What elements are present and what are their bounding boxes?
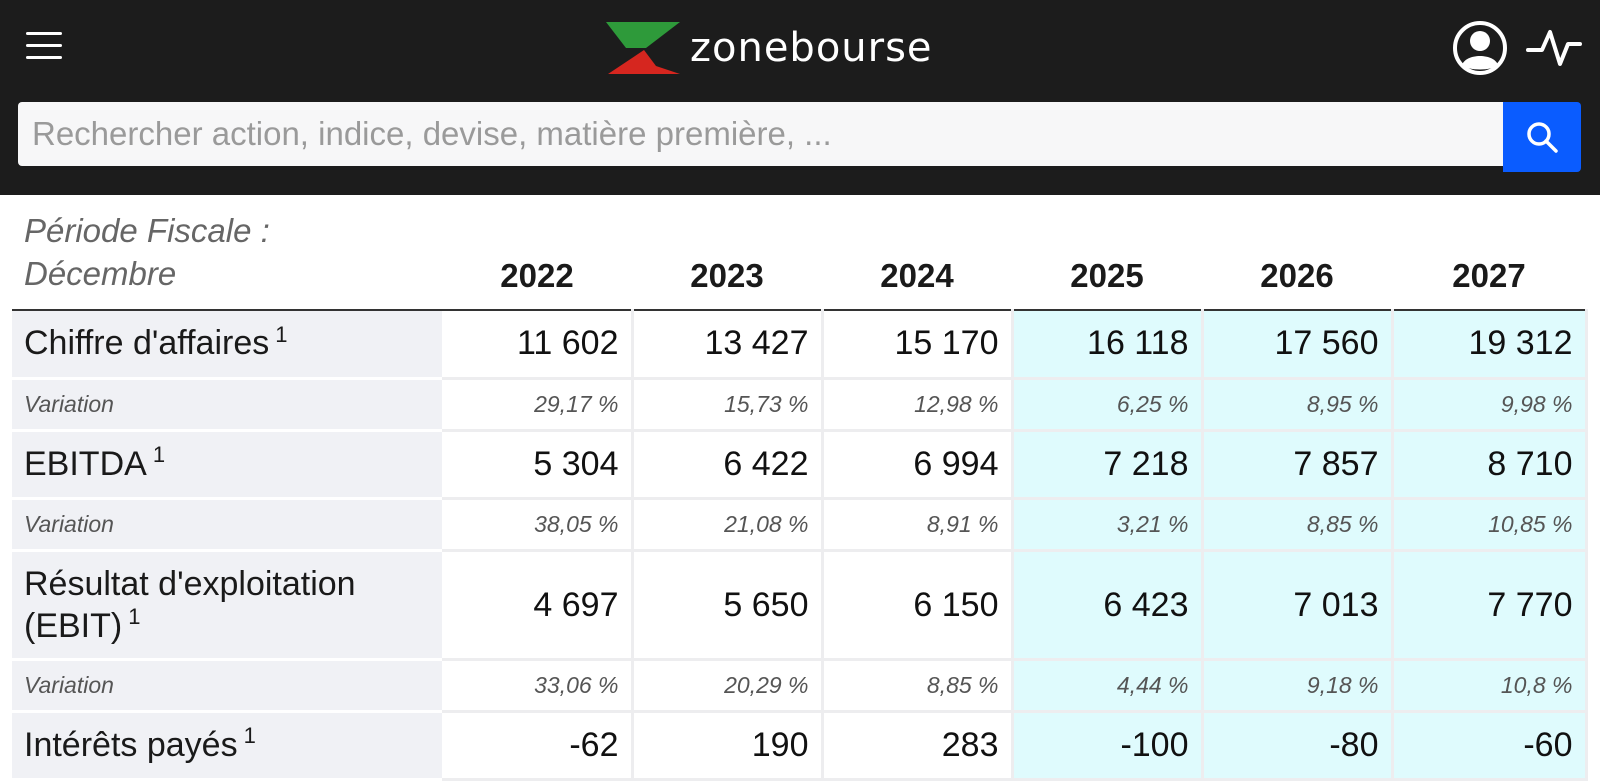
year-header[interactable]: 2022	[500, 257, 574, 294]
variation-cell: 8,85 %	[822, 659, 1014, 713]
variation-cell-forecast: 4,44 %	[1012, 659, 1204, 713]
table-cell-forecast: -80	[1202, 711, 1394, 781]
table-cell-forecast: 7 770	[1392, 550, 1588, 661]
variation-cell-forecast: 6,25 %	[1012, 378, 1204, 432]
variation-label: Variation	[12, 378, 442, 432]
table-header-row: Période Fiscale : Décembre 2022 2023 202…	[12, 195, 1586, 310]
table-cell: 6 150	[822, 550, 1014, 661]
table-row-ebit-variation: Variation 33,06 % 20,29 % 8,85 % 4,44 % …	[12, 659, 1588, 713]
table-cell-forecast: 8 710	[1392, 430, 1588, 500]
variation-cell: 12,98 %	[822, 378, 1014, 432]
table-row-revenue-variation: Variation 29,17 % 15,73 % 12,98 % 6,25 %…	[12, 378, 1588, 432]
year-header[interactable]: 2027	[1452, 257, 1526, 294]
financials-table-area: Période Fiscale : Décembre 2022 2023 202…	[12, 195, 1588, 781]
table-cell: 6 422	[632, 430, 824, 500]
table-cell-forecast: 7 218	[1012, 430, 1204, 500]
zonebourse-logo[interactable]: zonebourse	[606, 20, 933, 76]
table-cell: 283	[822, 711, 1014, 781]
table-row-ebitda: EBITDA 1 5 304 6 422 6 994 7 218 7 857 8 …	[12, 430, 1588, 500]
year-header[interactable]: 2024	[880, 257, 954, 294]
variation-cell: 20,29 %	[632, 659, 824, 713]
table-row-revenue: Chiffre d'affaires 1 11 602 13 427 15 170…	[12, 310, 1588, 380]
table-row-interest-paid: Intérêts payés 1 -62 190 283 -100 -80 -60	[12, 711, 1588, 781]
table-cell: 5 304	[442, 430, 634, 500]
variation-cell: 29,17 %	[442, 378, 634, 432]
row-label: EBITDA 1	[12, 430, 442, 500]
table-cell: 11 602	[442, 310, 634, 380]
year-header[interactable]: 2023	[690, 257, 764, 294]
variation-cell-forecast: 8,95 %	[1202, 378, 1394, 432]
search-icon	[1527, 122, 1558, 153]
search-input[interactable]	[18, 102, 1503, 166]
variation-cell: 21,08 %	[632, 498, 824, 552]
variation-label: Variation	[12, 498, 442, 552]
logo-mark-icon	[606, 22, 680, 74]
table-row-ebitda-variation: Variation 38,05 % 21,08 % 8,91 % 3,21 % …	[12, 498, 1588, 552]
table-cell: 13 427	[632, 310, 824, 380]
variation-cell-forecast: 9,18 %	[1202, 659, 1394, 713]
brand-name: zonebourse	[690, 25, 933, 71]
variation-cell: 15,73 %	[632, 378, 824, 432]
search-bar	[18, 102, 1581, 172]
year-header[interactable]: 2026	[1260, 257, 1334, 294]
table-cell-forecast: 17 560	[1202, 310, 1394, 380]
table-cell: 5 650	[632, 550, 824, 661]
variation-cell-forecast: 10,8 %	[1392, 659, 1588, 713]
variation-label: Variation	[12, 659, 442, 713]
financials-table: Période Fiscale : Décembre 2022 2023 202…	[12, 195, 1588, 781]
row-label: Chiffre d'affaires 1	[12, 310, 442, 380]
table-cell-forecast: -60	[1392, 711, 1588, 781]
table-cell-forecast: 6 423	[1012, 550, 1204, 661]
variation-cell: 38,05 %	[442, 498, 634, 552]
year-header[interactable]: 2025	[1070, 257, 1144, 294]
table-row-ebit: Résultat d'exploitation (EBIT) 1 4 697 5 6…	[12, 550, 1588, 661]
search-button[interactable]	[1503, 102, 1581, 172]
variation-cell: 8,91 %	[822, 498, 1014, 552]
user-icon[interactable]	[1452, 20, 1508, 76]
hamburger-menu-icon[interactable]	[26, 30, 62, 62]
table-cell: 6 994	[822, 430, 1014, 500]
variation-cell-forecast: 3,21 %	[1012, 498, 1204, 552]
table-cell-forecast: -100	[1012, 711, 1204, 781]
fiscal-period-label: Période Fiscale : Décembre	[24, 212, 270, 292]
table-cell-forecast: 7 013	[1202, 550, 1394, 661]
table-cell: -62	[442, 711, 634, 781]
table-cell-forecast: 19 312	[1392, 310, 1588, 380]
table-cell: 15 170	[822, 310, 1014, 380]
table-cell-forecast: 16 118	[1012, 310, 1204, 380]
variation-cell-forecast: 8,85 %	[1202, 498, 1394, 552]
row-label: Résultat d'exploitation (EBIT) 1	[12, 550, 442, 661]
row-label: Intérêts payés 1	[12, 711, 442, 781]
variation-cell: 33,06 %	[442, 659, 634, 713]
table-cell-forecast: 7 857	[1202, 430, 1394, 500]
variation-cell-forecast: 9,98 %	[1392, 378, 1588, 432]
table-cell: 190	[632, 711, 824, 781]
activity-pulse-icon[interactable]	[1526, 26, 1582, 70]
top-header: zonebourse	[0, 0, 1600, 195]
variation-cell-forecast: 10,85 %	[1392, 498, 1588, 552]
table-cell: 4 697	[442, 550, 634, 661]
